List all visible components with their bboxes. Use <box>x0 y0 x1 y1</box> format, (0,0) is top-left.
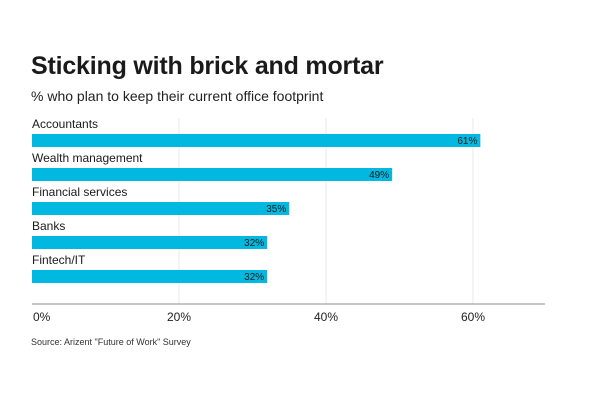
category-label: Financial services <box>32 185 127 199</box>
category-label: Fintech/IT <box>32 253 86 267</box>
bar <box>32 270 268 283</box>
bar <box>32 168 393 181</box>
data-label: 61% <box>457 136 477 147</box>
category-label: Wealth management <box>32 151 143 165</box>
data-label: 32% <box>244 238 264 249</box>
x-tick-label: 60% <box>461 310 485 324</box>
category-label: Banks <box>32 219 65 233</box>
chart-subtitle: % who plan to keep their current office … <box>31 88 324 104</box>
category-label: Accountants <box>32 117 98 131</box>
source-note: Source: Arizent "Future of Work" Survey <box>31 337 191 347</box>
bars: Accountants 61% Wealth management 49% Financ… <box>32 117 481 283</box>
data-label: 32% <box>244 272 264 283</box>
x-tick-label: 0% <box>33 310 51 324</box>
chart-title: Sticking with brick and mortar <box>31 52 384 80</box>
data-label: 49% <box>369 170 389 181</box>
x-tick-label: 40% <box>314 310 338 324</box>
x-tick-label: 20% <box>167 310 191 324</box>
x-axis-ticks: 0% 20% 40% 60% <box>33 310 485 324</box>
bar <box>32 202 290 215</box>
data-label: 35% <box>266 204 286 215</box>
bar <box>32 236 268 249</box>
bar <box>32 134 481 147</box>
